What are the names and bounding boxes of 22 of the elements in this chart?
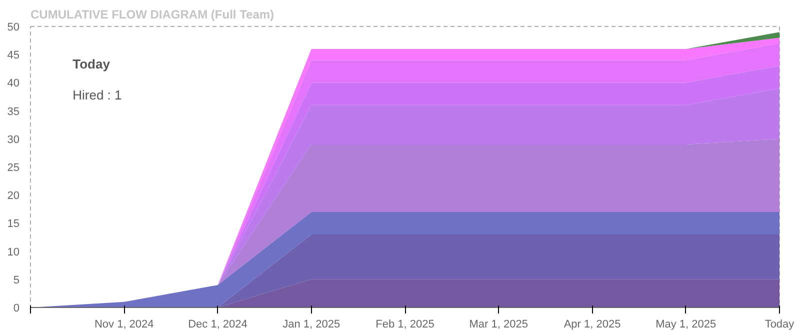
- x-tick-label: Jan 1, 2025: [282, 318, 340, 330]
- x-tick-label: Today: [764, 318, 795, 330]
- chart-title: CUMULATIVE FLOW DIAGRAM (Full Team): [30, 8, 274, 22]
- x-tick-label: Feb 1, 2025: [376, 318, 434, 330]
- x-tick-label: Apr 1, 2025: [564, 318, 621, 330]
- annotation: Hired : 1: [72, 87, 122, 102]
- y-tick-label: 25: [7, 162, 20, 174]
- annotation: Today: [72, 56, 111, 72]
- y-tick-label: 40: [7, 78, 20, 90]
- y-tick-label: 10: [7, 246, 20, 258]
- y-tick-label: 50: [7, 22, 20, 34]
- x-tick-label: Dec 1, 2024: [188, 318, 248, 330]
- y-tick-label: 20: [7, 190, 20, 202]
- y-tick-label: 15: [7, 218, 20, 230]
- y-tick-label: 45: [7, 50, 20, 62]
- x-tick-label: Nov 1, 2024: [94, 318, 154, 330]
- y-tick-label: 30: [7, 134, 20, 146]
- x-tick-label: Mar 1, 2025: [469, 318, 528, 330]
- y-tick-label: 5: [13, 274, 20, 286]
- y-tick-label: 35: [7, 106, 20, 118]
- x-tick-label: May 1, 2025: [656, 318, 716, 330]
- y-tick-label: 0: [13, 302, 20, 314]
